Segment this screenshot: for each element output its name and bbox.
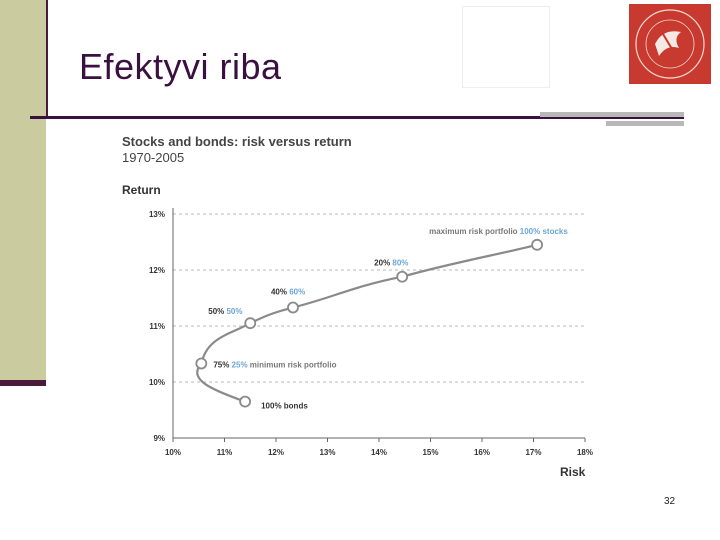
data-point <box>195 357 208 370</box>
point-label-bonds: 20% <box>374 259 392 268</box>
x-tick-label: 15% <box>422 448 438 457</box>
y-axis-label: Return <box>122 183 161 197</box>
university-seal-icon <box>629 4 711 84</box>
y-tick-label: 13% <box>149 210 165 219</box>
point-label-stocks: 80% <box>392 259 408 268</box>
chart-axes: 9%10%11%12%13%10% 11% 12% 13% 14% 15% 16% 17% 18… <box>149 208 593 457</box>
point-label-stocks: 100% stocks <box>520 227 569 236</box>
y-tick-label: 12% <box>149 266 165 275</box>
point-label-bonds: 40% <box>271 288 289 297</box>
point-label: 100% bonds <box>261 402 308 411</box>
chart-subtitle: 1970-2005 <box>122 150 184 165</box>
data-point <box>531 238 544 251</box>
point-label-bonds: 100% bonds <box>261 402 308 411</box>
point-label-stocks: 25% <box>232 361 250 370</box>
point-label-bonds: 50% <box>208 307 226 316</box>
point-label-note: maximum risk portfolio <box>429 227 520 236</box>
title-rule-accent-top <box>540 112 684 117</box>
slide-number: 32 <box>664 496 676 507</box>
y-tick-label: 9% <box>153 434 165 443</box>
point-label: 20% 80% <box>374 259 408 268</box>
point-label-stocks: 50% <box>226 307 242 316</box>
point-label-bonds: 75% <box>213 361 231 370</box>
chart-grid <box>173 213 585 383</box>
x-tick-label: 11% <box>217 448 233 457</box>
y-tick-label: 11% <box>149 322 165 331</box>
placeholder-box <box>462 6 550 88</box>
title-divider-vertical <box>46 0 48 118</box>
chart-title: Stocks and bonds: risk versus return <box>122 134 352 149</box>
point-labels-layer: 100% bonds 75% 25% minimum risk portfoli… <box>208 227 568 411</box>
x-tick-label: 14% <box>371 448 387 457</box>
data-point <box>287 301 299 314</box>
point-label: maximum risk portfolio 100% stocks <box>429 227 568 236</box>
x-tick-label: 10% <box>165 448 181 457</box>
title-rule <box>30 116 684 119</box>
point-label: 75% 25% minimum risk portfolio <box>213 361 336 370</box>
data-point <box>239 395 252 408</box>
left-accent-bar <box>0 0 46 386</box>
slide-title: Efektyvi riba <box>79 46 282 87</box>
y-tick-label: 10% <box>149 378 165 387</box>
point-label-note: minimum risk portfolio <box>250 361 337 370</box>
x-tick-label: 16% <box>474 448 490 457</box>
point-label-stocks: 60% <box>289 288 305 297</box>
left-accent-bar-end <box>0 380 46 386</box>
x-axis-label: Risk <box>560 465 586 479</box>
x-tick-label: 12% <box>268 448 284 457</box>
point-label: 50% 50% <box>208 307 242 316</box>
data-point <box>244 317 257 330</box>
point-label: 40% 60% <box>271 288 305 297</box>
data-point <box>396 270 409 283</box>
title-rule-accent-bottom <box>606 121 684 126</box>
x-tick-label: 18% <box>577 448 593 457</box>
data-points-layer <box>195 238 544 408</box>
x-tick-label: 13% <box>319 448 335 457</box>
risk-return-chart: Stocks and bonds: risk versus return 197… <box>122 134 593 479</box>
x-tick-label: 17% <box>525 448 541 457</box>
